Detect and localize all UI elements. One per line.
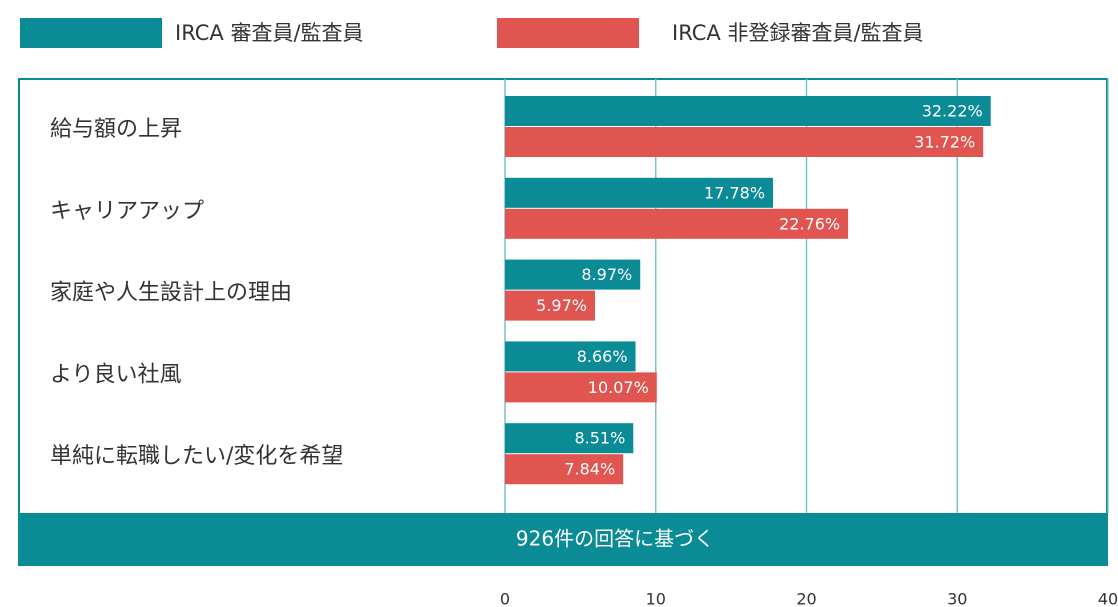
value-label: 22.76% <box>779 214 840 233</box>
category-label: 家庭や人生設計上の理由 <box>50 281 292 306</box>
value-label: 8.66% <box>577 347 628 366</box>
bar <box>505 423 634 454</box>
bar <box>505 259 641 290</box>
legend-label: IRCA 審査員/監査員 <box>175 21 364 45</box>
value-label: 31.72% <box>914 133 975 152</box>
x-tick-label: 30 <box>947 590 967 607</box>
bar <box>505 372 657 403</box>
value-label: 17.78% <box>704 183 765 202</box>
category-label: 単純に転職したい/変化を希望 <box>50 444 343 469</box>
value-label: 8.97% <box>581 265 632 284</box>
note-band <box>18 513 1108 565</box>
value-label: 7.84% <box>564 460 615 479</box>
category-label: キャリアアップ <box>50 199 204 224</box>
x-tick-label: 10 <box>646 590 666 607</box>
bar <box>505 290 595 321</box>
x-tick-label: 40 <box>1098 590 1118 607</box>
value-label: 32.22% <box>922 102 983 121</box>
value-label: 8.51% <box>574 429 625 448</box>
x-tick-label: 20 <box>796 590 816 607</box>
value-label: 5.97% <box>536 296 587 315</box>
legend-swatch <box>20 18 162 48</box>
bar <box>505 177 774 208</box>
x-tick-label: 0 <box>500 590 510 607</box>
category-label: 給与額の上昇 <box>50 117 182 142</box>
note: 926件の回答に基づく <box>516 527 714 551</box>
legend-swatch <box>497 18 639 48</box>
value-label: 10.07% <box>588 378 649 397</box>
bar <box>505 341 636 372</box>
legend-label: IRCA 非登録審査員/監査員 <box>672 21 924 45</box>
bar <box>505 127 984 157</box>
bar <box>505 208 849 239</box>
bar <box>505 96 991 126</box>
bar <box>505 454 624 485</box>
category-label: より良い社風 <box>50 362 182 387</box>
